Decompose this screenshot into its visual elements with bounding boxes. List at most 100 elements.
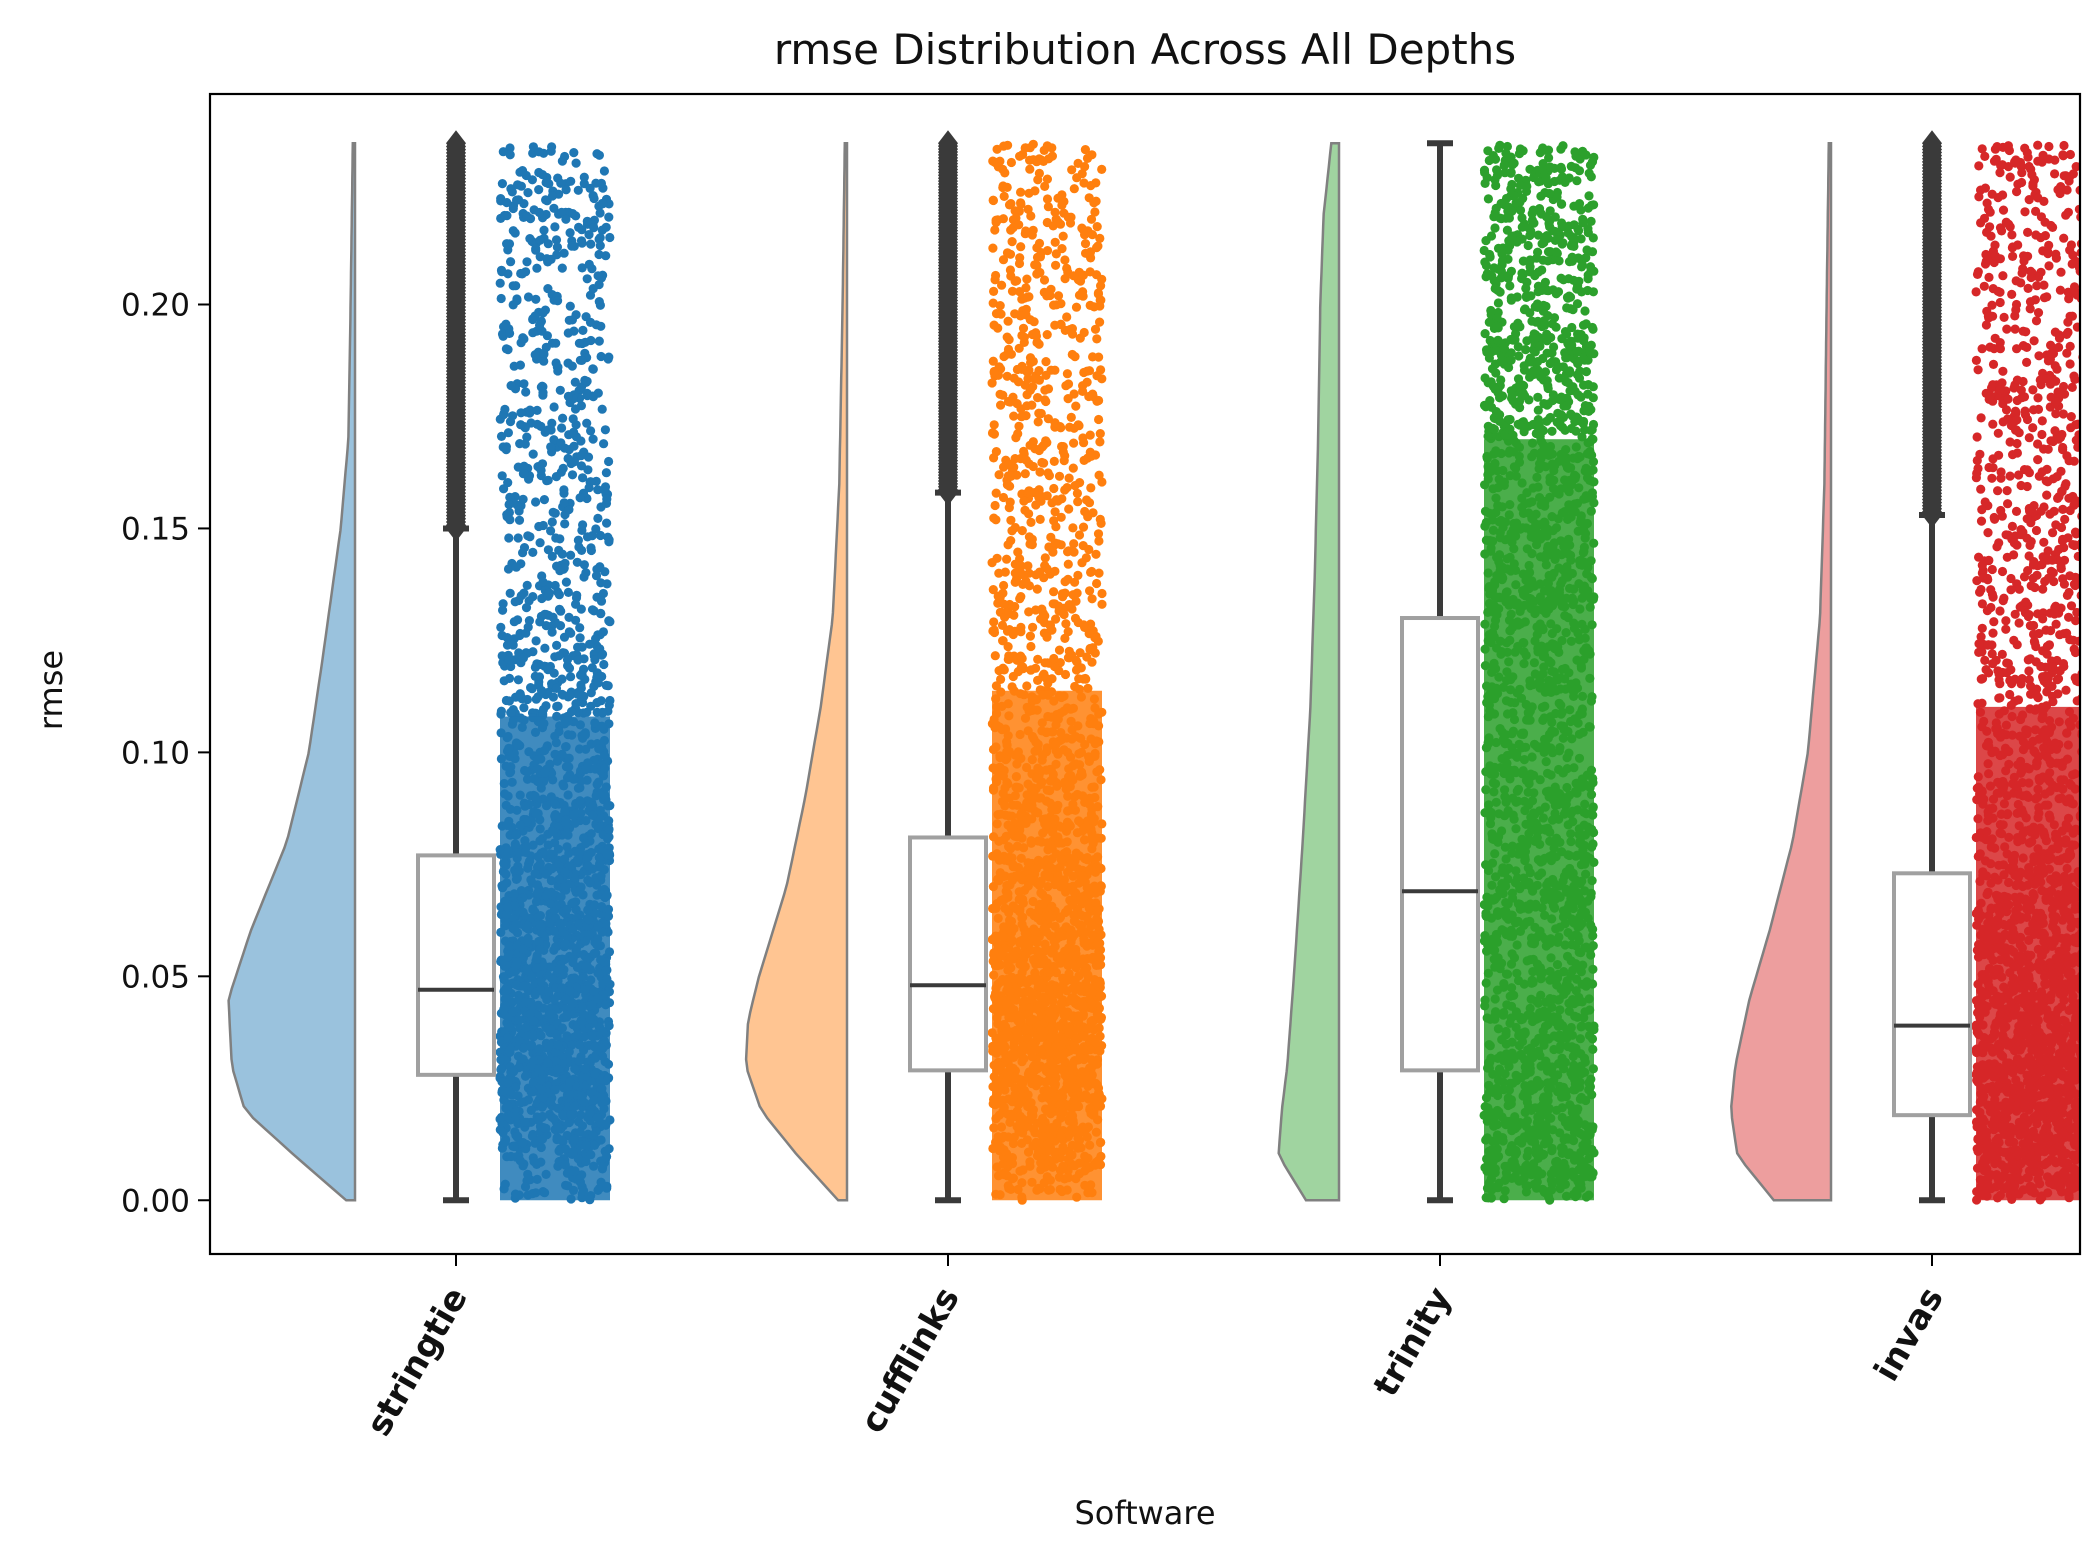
rain-point: [553, 362, 563, 372]
rain-point: [1023, 561, 1033, 571]
rain-dense-band-cufflinks: [992, 690, 1102, 1201]
rain-point: [571, 699, 581, 709]
rain-point: [567, 241, 577, 251]
rain-point: [1086, 483, 1096, 493]
rain-point: [587, 663, 597, 673]
rain-point: [518, 653, 529, 663]
rain-point: [599, 485, 609, 495]
rain-point: [1073, 497, 1083, 507]
rain-point: [1074, 530, 1085, 540]
rain-point: [1040, 395, 1050, 405]
rain-point: [534, 147, 544, 157]
rain-point: [1032, 260, 1042, 271]
rain-point: [532, 419, 542, 429]
rain-point: [582, 707, 592, 717]
rain-point: [1043, 678, 1053, 689]
rain-point: [547, 191, 558, 201]
rain-point: [998, 164, 1008, 174]
rain-point: [1039, 440, 1049, 450]
rain-point: [991, 447, 1002, 457]
rain-point: [523, 531, 533, 541]
rain-point: [497, 179, 507, 189]
rain-point: [1032, 157, 1042, 167]
rain-point: [588, 434, 598, 444]
rain-point: [1042, 632, 1052, 642]
rain-point: [1014, 258, 1025, 269]
rain-point: [1059, 208, 1069, 218]
rain-point: [523, 622, 533, 632]
rain-point: [598, 199, 608, 209]
rain-point: [566, 550, 576, 560]
rain-point: [1016, 187, 1026, 197]
rain-point: [1049, 483, 1059, 494]
rain-point: [582, 274, 592, 284]
rain-point: [593, 678, 604, 688]
rain-point: [1031, 605, 1041, 615]
rain-point: [596, 596, 607, 606]
rain-point: [537, 381, 547, 391]
rain-point: [522, 211, 532, 221]
rain-point: [1031, 663, 1041, 673]
rain-point: [566, 176, 576, 186]
rain-point: [1095, 429, 1105, 439]
rain-point: [528, 547, 538, 558]
rain-point: [563, 358, 573, 368]
rain-point: [1040, 385, 1050, 395]
rain-point: [534, 185, 544, 195]
rain-point: [504, 654, 514, 665]
rain-point: [1069, 184, 1079, 194]
rain-point: [557, 423, 567, 433]
rain-point: [534, 167, 544, 178]
rain-point: [1055, 219, 1066, 229]
rain-point: [1007, 286, 1018, 296]
rain-point: [1097, 164, 1107, 174]
rain-point: [1069, 438, 1079, 448]
rain-point: [1071, 401, 1081, 411]
rain-point: [505, 588, 515, 598]
rain-point: [1043, 414, 1053, 424]
rain-point: [991, 515, 1001, 525]
rain-point: [1014, 421, 1024, 431]
rain-point: [991, 488, 1001, 498]
rain-point: [1084, 366, 1095, 376]
rain-point: [1032, 252, 1043, 262]
rain-point: [559, 498, 569, 508]
rain-point: [1086, 451, 1096, 461]
rain-point: [522, 257, 532, 267]
rain-point: [523, 188, 533, 198]
rain-point: [577, 642, 587, 652]
rain-point: [1053, 496, 1063, 506]
plot-area: [227, 130, 2080, 1205]
rain-point: [599, 659, 609, 670]
rain-point: [576, 670, 586, 680]
rain-point: [547, 517, 557, 527]
rain-point: [541, 609, 551, 620]
rain-dense-band-stringtie: [500, 716, 610, 1201]
rain-point: [1042, 246, 1053, 256]
rain-point: [601, 468, 612, 478]
rain-point: [552, 640, 562, 651]
rain-point: [1063, 627, 1073, 637]
rain-point: [1019, 496, 1029, 506]
rain-point: [1094, 352, 1104, 362]
rain-point: [1054, 471, 1065, 481]
rain-point: [586, 545, 597, 556]
rain-point: [560, 519, 570, 529]
rain-point: [987, 378, 997, 388]
rain-point: [532, 263, 542, 273]
rain-point: [496, 293, 506, 304]
rain-point: [522, 580, 532, 591]
rain-point: [1032, 269, 1042, 279]
rain-point: [1087, 150, 1097, 160]
rain-point: [573, 185, 583, 195]
rain-point: [535, 538, 545, 548]
rain-point: [1032, 584, 1042, 594]
rain-point: [991, 270, 1001, 281]
rain-point: [519, 469, 529, 479]
rain-point: [561, 577, 572, 587]
rain-point: [1078, 225, 1088, 235]
rain-point: [1025, 315, 1035, 325]
rain-point: [564, 612, 574, 623]
rain-point: [1071, 302, 1082, 312]
rain-point: [1014, 343, 1024, 353]
